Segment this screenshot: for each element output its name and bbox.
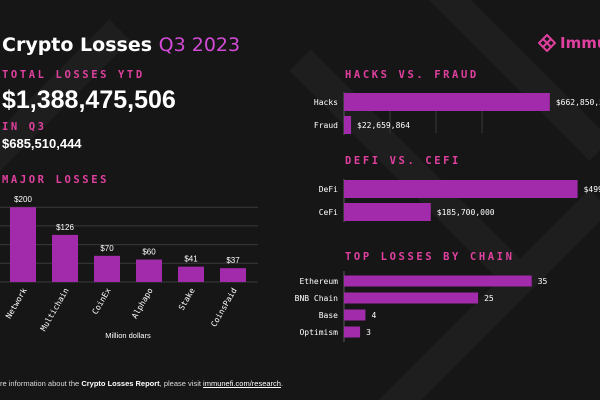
q3-losses-value: $685,510,444 [2,136,82,151]
major-losses-bar-4 [178,266,204,282]
defi-vs-cefi-value-label-0: $499,810,444 [584,185,600,194]
footnote-middle: , please visit [159,379,204,388]
major-losses-bar-2 [94,255,120,282]
defi-vs-cefi-category-label-1: CeFi [319,208,338,217]
losses-by-chain-category-label-1: BNB Chain [295,294,339,303]
q3-losses-label: IN Q3 [2,121,47,133]
defi-vs-cefi-title: DEFI VS. CEFI [345,155,461,167]
losses-by-chain-bar-1 [344,292,479,304]
brand-logo[interactable]: Immun [538,34,600,52]
hacks-vs-fraud-title: HACKS VS. FRAUD [345,69,479,81]
research-link[interactable]: immunefi.com/research [203,379,281,388]
losses-by-chain-value-label-3: 3 [366,328,371,337]
title-period: Q3 2023 [158,34,241,56]
losses-by-chain-category-label-0: Ethereum [299,277,338,286]
hacks-vs-fraud-bar-0 [344,93,550,111]
losses-by-chain-bar-3 [344,326,361,338]
major-losses-value-label-1: $126 [56,223,74,232]
major-losses-chart: MAJOR LOSSES$200Network$126Multichain$70… [0,174,258,340]
losses-by-chain-category-label-2: Base [319,311,338,320]
major-losses-title: MAJOR LOSSES [2,174,109,186]
major-losses-value-label-4: $41 [184,255,198,264]
losses-by-chain-category-label-3: Optimism [299,328,338,337]
major-losses-value-label-5: $37 [226,256,240,265]
losses-by-chain-value-label-2: 4 [371,311,376,320]
losses-by-chain-value-label-1: 25 [484,294,494,303]
title-text: Crypto Losses [2,34,153,56]
defi-vs-cefi-value-label-1: $185,700,000 [437,208,495,217]
hacks-vs-fraud-value-label-1: $22,659,864 [357,121,410,130]
major-losses-bar-0 [10,207,36,282]
footnote-prefix: re information about the [0,379,82,388]
footnote-suffix: . [280,379,284,388]
losses-by-chain-value-label-0: 35 [538,277,548,286]
defi-vs-cefi-bar-1 [344,203,431,221]
total-losses-label: TOTAL LOSSES YTD [2,69,145,81]
page-title: Crypto Losses Q3 2023 [2,34,240,56]
brand-name: Immun [560,34,600,52]
major-losses-value-label-0: $200 [14,195,32,204]
immunefi-logo-icon [538,34,556,52]
hacks-vs-fraud-value-label-0: $662,850,580 [556,98,600,107]
hacks-vs-fraud-bar-1 [344,116,352,134]
major-losses-bar-5 [220,268,246,282]
major-losses-bar-3 [136,259,162,282]
defi-vs-cefi-bar-0 [344,180,578,198]
major-losses-bar-1 [52,234,78,282]
losses-by-chain-bar-2 [344,309,366,321]
footnote-report-name: Crypto Losses Report [81,379,160,388]
losses-by-chain-bar-0 [344,275,532,287]
hacks-vs-fraud-category-label-0: Hacks [314,98,338,107]
hacks-vs-fraud-category-label-1: Fraud [314,121,338,130]
defi-vs-cefi-category-label-0: DeFi [319,185,338,194]
major-losses-value-label-3: $60 [142,248,156,257]
major-losses-value-label-2: $70 [100,244,114,253]
major-losses-x-axis-label: Million dollars [105,331,151,340]
footnote: re information about the Crypto Losses R… [0,379,283,388]
losses-by-chain-title: TOP LOSSES BY CHAIN [345,251,515,263]
total-losses-value: $1,388,475,506 [2,86,176,114]
